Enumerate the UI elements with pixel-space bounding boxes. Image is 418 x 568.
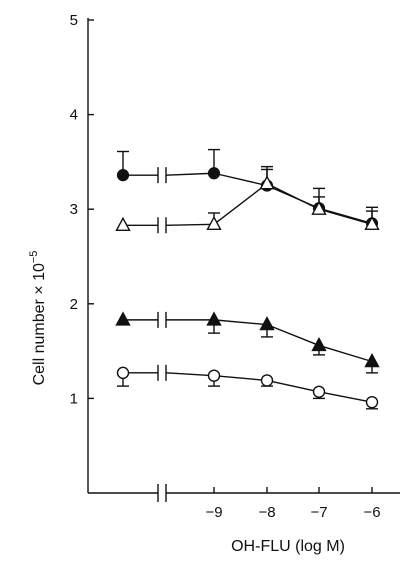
data-point: [311, 336, 327, 352]
data-point: [207, 167, 221, 180]
series-line-segment: [266, 323, 320, 347]
data-point: [116, 366, 130, 380]
series-filled-triangle: [115, 311, 380, 374]
series-line-segment: [318, 344, 373, 363]
series-open-triangle: [115, 168, 380, 234]
labels: OH-FLU (log M) Cell number × 10−5: [28, 251, 345, 555]
data-point: [312, 385, 326, 398]
series-line-segment: [213, 319, 268, 326]
y-tick-label: 4: [70, 107, 78, 124]
series-filled-circle: [116, 148, 379, 230]
data-point: [364, 353, 380, 368]
y-axis-title: Cell number × 10−5: [28, 251, 48, 386]
y-tick-label: 1: [70, 390, 78, 407]
series-line-segment: [213, 374, 268, 382]
y-axis-title-exponent: −5: [28, 251, 40, 264]
x-tick-label: −8: [258, 504, 275, 521]
data-point: [365, 395, 379, 409]
data-point: [115, 311, 131, 326]
x-tick-label: −6: [363, 504, 380, 521]
data-point: [311, 200, 327, 215]
series-line-segment: [213, 172, 268, 187]
series-line-segment: [165, 372, 215, 377]
data-point: [260, 374, 274, 387]
series-line-segment: [266, 183, 320, 210]
series-line-segment: [318, 391, 373, 403]
x-axis-title: OH-FLU (log M): [231, 538, 345, 555]
series-line-segment: [165, 172, 215, 176]
data-point: [206, 311, 222, 326]
data-point: [364, 215, 380, 231]
data-point: [259, 175, 275, 190]
series-line-segment: [213, 183, 268, 225]
data-point: [207, 369, 221, 382]
x-tick-label: −9: [205, 504, 222, 521]
data-point: [259, 316, 275, 331]
y-tick-label: 2: [70, 296, 78, 313]
axes: 1 2 3 4 5 −9 −8 −7 −6: [70, 12, 400, 521]
y-tick-label: 5: [70, 12, 78, 29]
series-line-segment: [318, 208, 373, 226]
series-line-segment: [266, 379, 320, 393]
series-line-segment: [165, 223, 215, 226]
series-open-circle: [116, 364, 379, 410]
series-line-segment: [318, 207, 373, 225]
data-point: [115, 216, 131, 231]
series-layer: [115, 148, 380, 410]
data-point: [206, 215, 222, 231]
y-axis-title-main: Cell number × 10: [31, 263, 48, 385]
data-point: [116, 169, 130, 182]
y-tick-label: 3: [70, 201, 78, 218]
x-tick-label: −7: [310, 504, 327, 521]
